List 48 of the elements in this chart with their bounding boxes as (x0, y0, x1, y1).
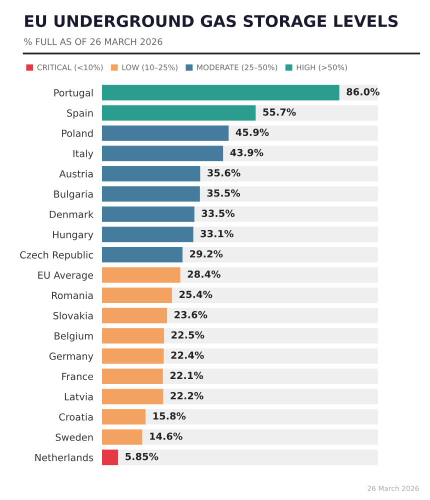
data-label: 86.0% (346, 88, 380, 96)
data-label: 35.6% (208, 169, 240, 177)
y-tick-label: Austria (59, 170, 93, 178)
y-tick-label: Hungary (53, 231, 94, 240)
y-tick-label: Czech Republic (20, 251, 93, 260)
y-tick-label: Bulgaria (54, 190, 93, 200)
data-label: 55.7% (263, 108, 296, 116)
y-tick-label: Slovakia (53, 312, 93, 320)
y-tick-label: Poland (62, 129, 93, 137)
y-tick-label: France (62, 372, 94, 380)
data-label: 22.5% (172, 331, 204, 339)
data-label: 29.2% (190, 250, 223, 258)
data-label: 28.4% (188, 270, 220, 278)
bar (102, 368, 163, 384)
y-tick-label: Germany (49, 352, 94, 362)
data-label: 22.2% (170, 392, 204, 400)
bar (102, 328, 164, 344)
data-label: 45.9% (236, 128, 269, 136)
y-tick-label: EU Average (38, 272, 94, 281)
data-label: 35.5% (207, 189, 240, 197)
data-label: 14.6% (150, 432, 182, 440)
y-tick-label: Portugal (54, 88, 93, 98)
bar (102, 388, 164, 404)
data-label: 43.9% (230, 148, 264, 156)
y-tick-label: Sweden (56, 433, 93, 441)
data-label: 25.4% (180, 290, 212, 298)
data-label: 22.1% (170, 372, 204, 380)
data-label: 15.8% (153, 412, 186, 420)
bar (102, 429, 142, 445)
data-label: 33.5% (202, 210, 235, 218)
data-label: 23.6% (174, 310, 208, 318)
data-label: 22.4% (171, 352, 204, 359)
data-label: 33.1% (200, 230, 234, 238)
y-tick-label: Denmark (50, 210, 94, 218)
y-tick-label: Latvia (64, 392, 93, 400)
y-tick-label: Belgium (54, 332, 93, 342)
y-tick-label: Netherlands (35, 454, 94, 462)
bar (102, 308, 168, 324)
y-tick-label: Romania (52, 292, 93, 300)
bar (102, 450, 118, 466)
data-label: 5.85% (126, 452, 158, 460)
y-tick-label: Spain (67, 109, 93, 119)
chart-subtitle: % FULL AS OF 26 MARCH 2026 (24, 38, 162, 46)
y-tick-label: Italy (73, 150, 94, 160)
chart-title: EU UNDERGROUND GAS STORAGE LEVELS (25, 15, 398, 28)
bar (102, 409, 146, 425)
bar (102, 348, 164, 364)
y-tick-label: Croatia (59, 413, 93, 421)
